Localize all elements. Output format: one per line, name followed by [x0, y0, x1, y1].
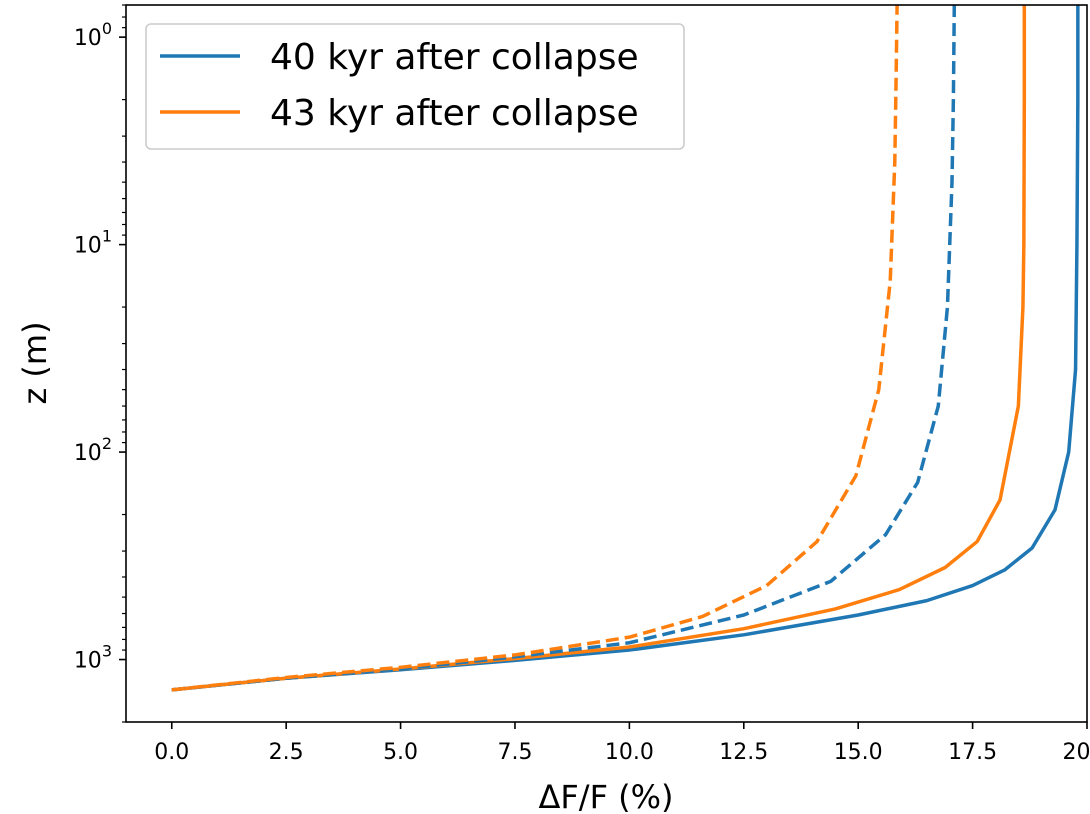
- legend-label-43kyr: 43 kyr after collapse: [270, 93, 639, 134]
- y-tick-label: 100: [74, 19, 112, 51]
- series-layer: [171, 4, 1080, 692]
- y-tick-label: 102: [74, 434, 112, 466]
- legend-box: [145, 23, 685, 150]
- x-tick-label: 10.0: [605, 740, 654, 765]
- y-tick-label: 101: [74, 227, 112, 259]
- x-tick-label: 15.0: [834, 740, 883, 765]
- plot-frame: [125, 4, 1088, 723]
- y-axis-label: z (m): [16, 321, 54, 404]
- x-tick-label: 0.0: [154, 740, 189, 765]
- x-tick-label: 5.0: [383, 740, 418, 765]
- y-tick-label: 103: [74, 642, 112, 674]
- x-tick-label: 7.5: [497, 740, 532, 765]
- legend-label-40kyr: 40 kyr after collapse: [270, 37, 639, 78]
- series-line-4-dashed: [171, 4, 899, 692]
- legend: 40 kyr after collapse 43 kyr after colla…: [145, 23, 685, 150]
- x-tick-label: 12.5: [719, 740, 768, 765]
- x-tick-label: 20.0: [1063, 740, 1090, 765]
- x-tick-label: 2.5: [269, 740, 304, 765]
- x-axis-label: ΔF/F (%): [538, 778, 673, 814]
- x-tick-label: 17.5: [948, 740, 997, 765]
- ticks-layer: 0.0 2.5 5.0 7.5 10.0 12.5 15.0 17.5 20.0 100 101 10…: [74, 4, 1090, 765]
